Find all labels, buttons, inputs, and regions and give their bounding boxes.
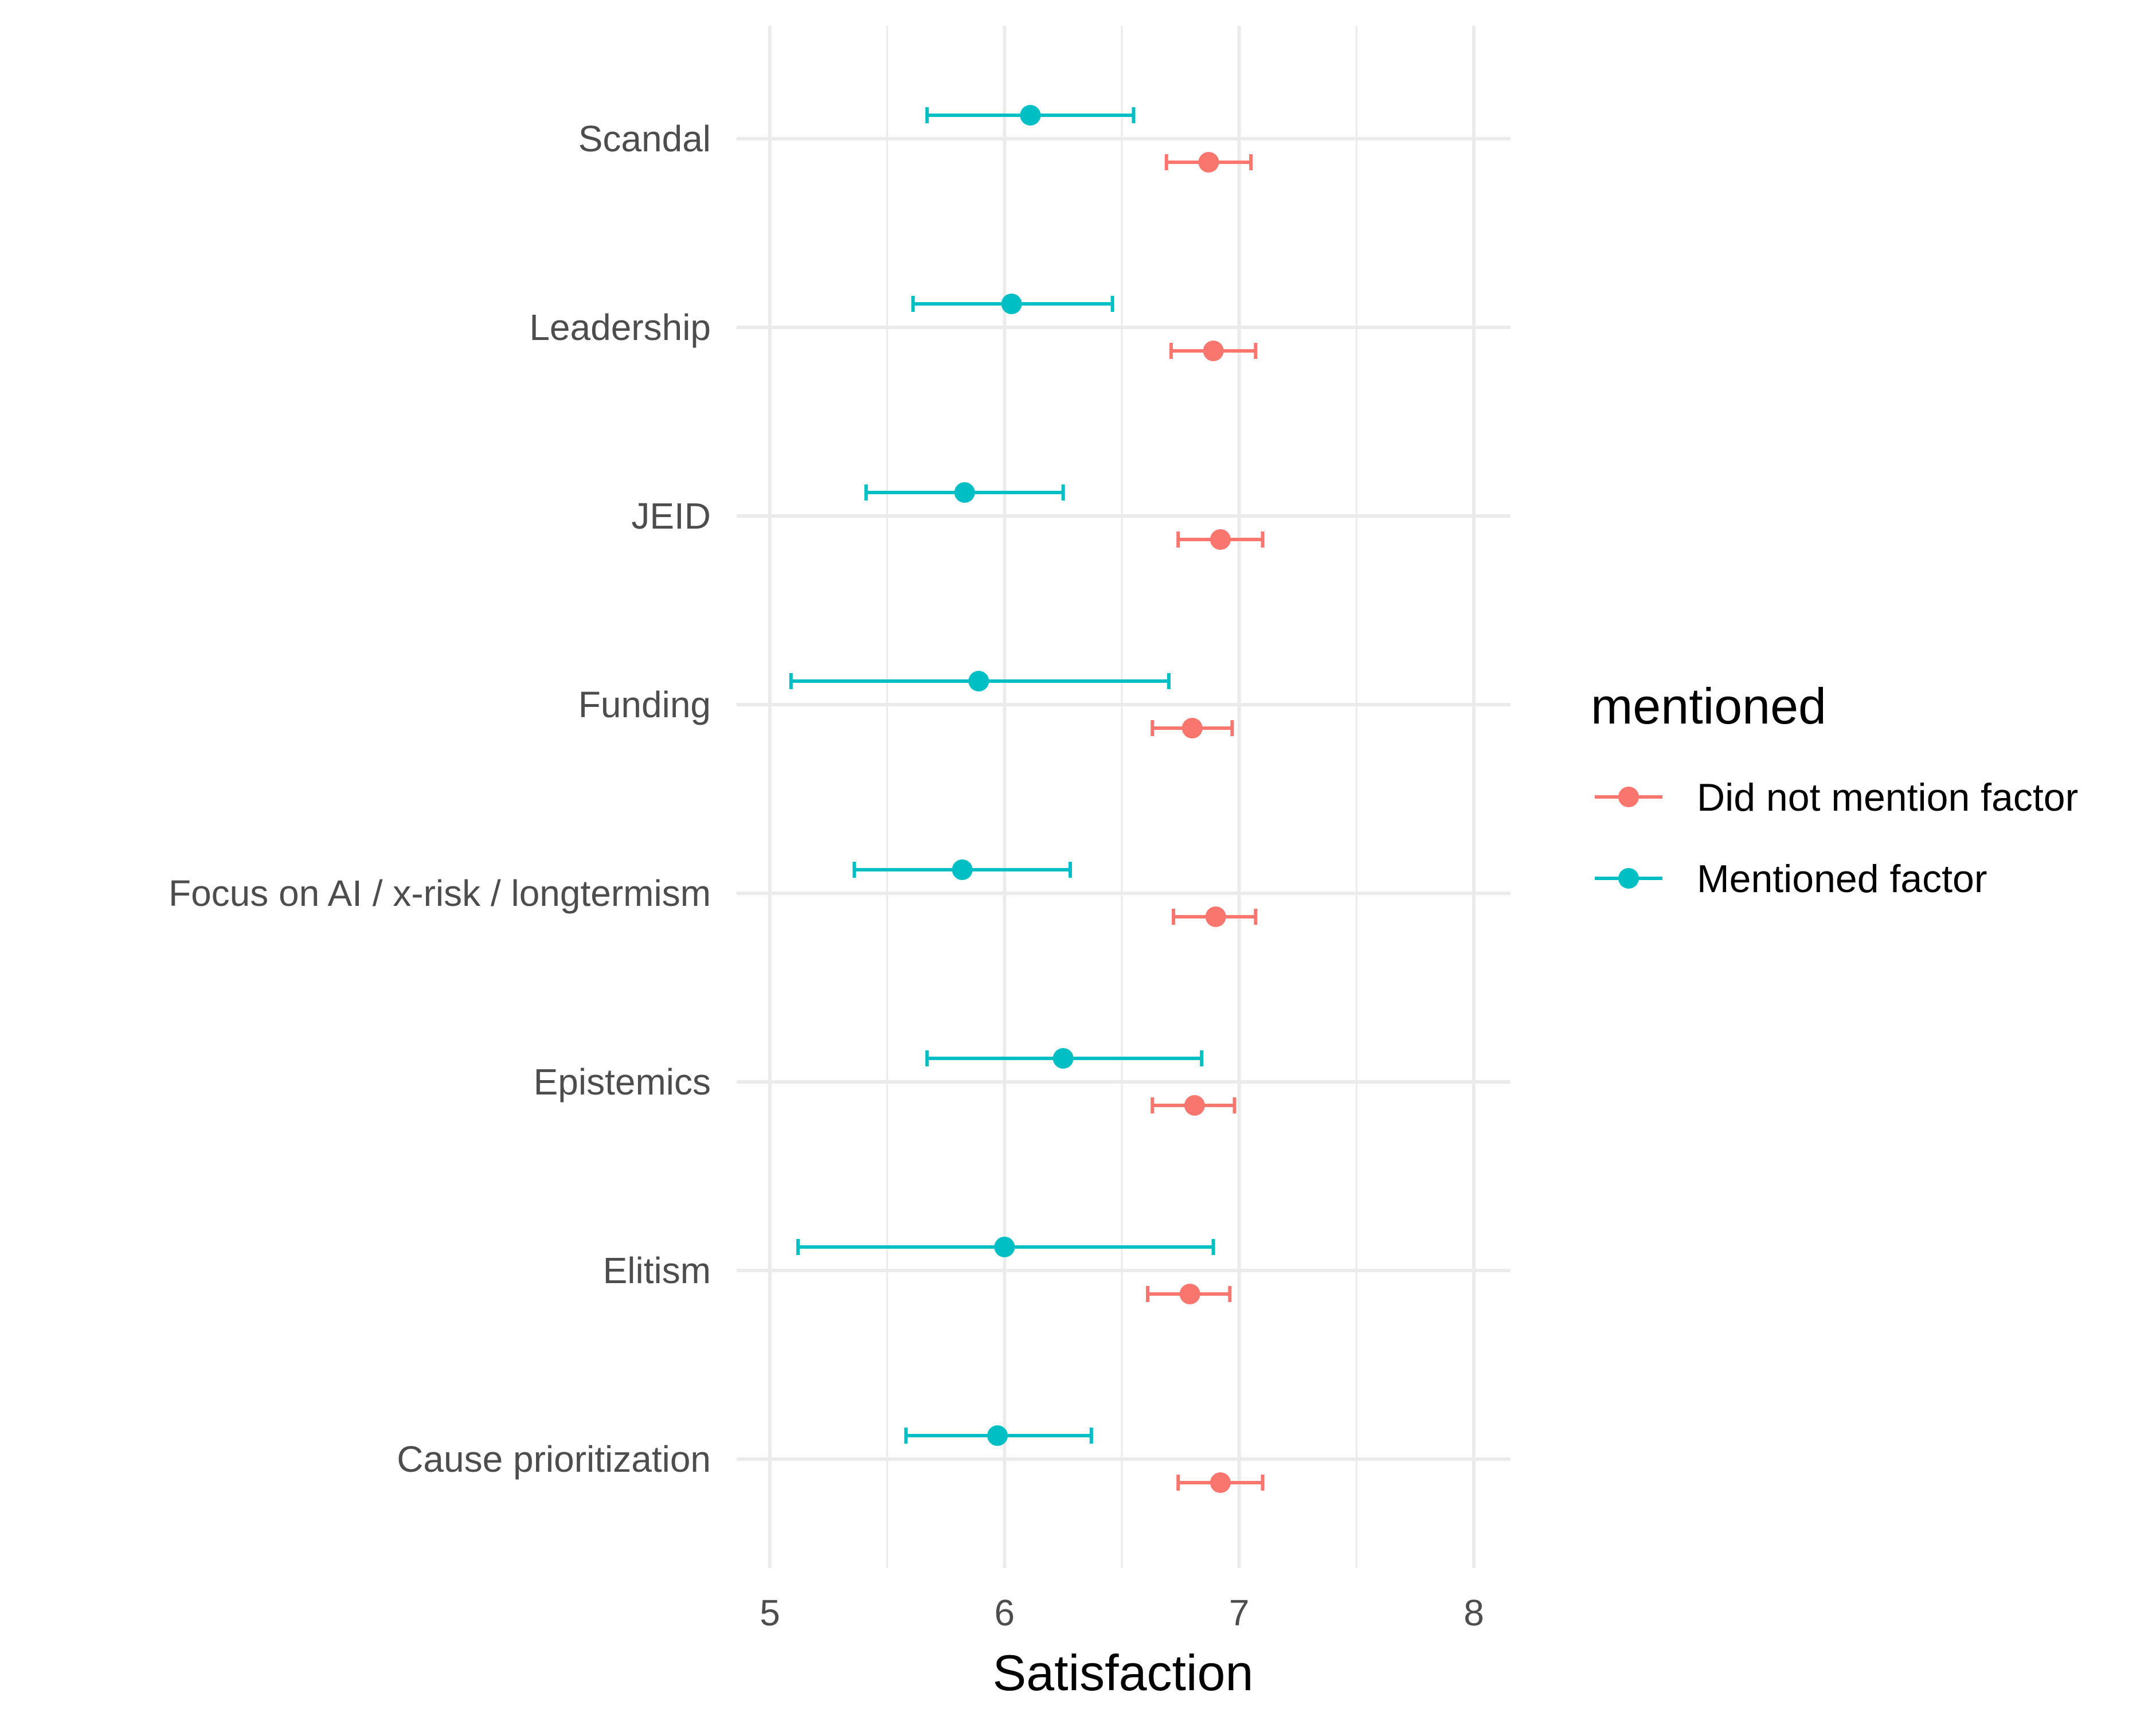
data-point [994,1237,1015,1257]
series-layer [789,105,1265,1493]
data-point [1184,1095,1205,1116]
x-tick-label: 8 [1464,1592,1484,1633]
data-point [987,1425,1008,1446]
legend-label: Mentioned factor [1697,857,1987,901]
data-point [1052,1048,1074,1069]
x-tick-label: 7 [1229,1592,1250,1633]
y-tick-label: Elitism [603,1250,711,1291]
x-axis-title: Satisfaction [993,1644,1254,1701]
y-tick-label: Epistemics [534,1061,711,1103]
data-point [1205,906,1226,927]
y-tick-label: JEID [631,495,711,537]
x-tick-label: 6 [995,1592,1015,1633]
grid-minor [886,26,1357,1568]
data-point [1210,1472,1231,1493]
legend-label: Did not mention factor [1697,776,2078,819]
data-point [1020,105,1041,126]
legend-key-point [1618,787,1639,807]
series-1 [789,105,1215,1446]
grid-major [737,26,1511,1568]
legend-key-point [1618,868,1639,889]
y-tick-label: Scandal [578,118,711,159]
series-0 [1146,152,1265,1493]
data-point [1203,341,1224,361]
data-point [952,859,973,880]
data-point [968,671,989,691]
data-point [954,482,975,503]
y-tick-label: Cause prioritization [397,1438,711,1480]
data-point [1001,294,1022,314]
data-point [1210,529,1231,550]
data-point [1179,1284,1200,1304]
y-tick-label: Leadership [529,307,711,348]
y-tick-label: Funding [578,684,711,725]
data-point [1181,718,1203,738]
data-point [1198,152,1219,173]
x-tick-label: 5 [760,1592,780,1633]
y-axis-ticks: Scandal Leadership JEID Funding Focus on AI … [169,118,711,1480]
legend: mentioned Did not mention factor Mentione… [1591,678,2078,901]
legend-title: mentioned [1591,678,1826,734]
x-axis-ticks: 5 6 7 8 [760,1592,1484,1633]
y-tick-label: Focus on AI / x-risk / longtermism [169,873,711,914]
